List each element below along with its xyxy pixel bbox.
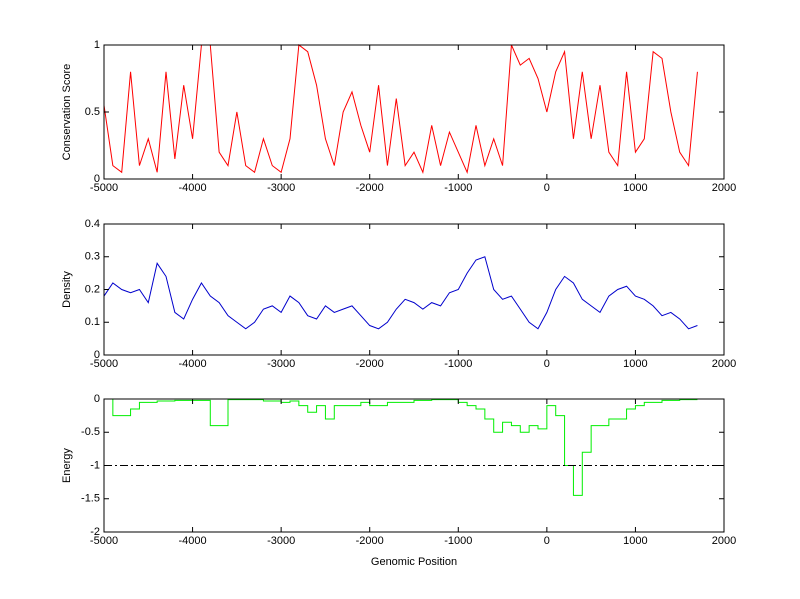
x-tick-label: 2000 bbox=[712, 535, 736, 547]
y-tick-label: -2 bbox=[90, 526, 100, 538]
x-tick-label: -1000 bbox=[444, 358, 472, 370]
x-tick-label: -1000 bbox=[444, 182, 472, 194]
axes-background bbox=[104, 45, 724, 179]
x-tick-label: -3000 bbox=[267, 358, 295, 370]
y-tick-label: 0.4 bbox=[85, 218, 100, 230]
x-tick-label: -4000 bbox=[179, 535, 207, 547]
axes-background bbox=[104, 224, 724, 355]
x-tick-label: -5000 bbox=[90, 358, 118, 370]
x-tick-label: 2000 bbox=[712, 182, 736, 194]
data-line bbox=[104, 398, 698, 496]
x-tick-label: -1000 bbox=[444, 535, 472, 547]
x-tick-label: 2000 bbox=[712, 358, 736, 370]
y-tick-label: -1.5 bbox=[81, 493, 100, 505]
x-tick-label: 1000 bbox=[623, 535, 647, 547]
y-tick-label: 0.3 bbox=[85, 251, 100, 263]
x-tick-label: -3000 bbox=[267, 535, 295, 547]
x-tick-label: -3000 bbox=[267, 182, 295, 194]
y-tick-label: 1 bbox=[94, 39, 100, 51]
x-tick-label: -5000 bbox=[90, 182, 118, 194]
y-tick-label: 0 bbox=[94, 393, 100, 405]
x-tick-label: 0 bbox=[544, 358, 550, 370]
data-line bbox=[103, 256, 698, 330]
x-tick-label: 0 bbox=[544, 535, 550, 547]
x-tick-label: 0 bbox=[544, 182, 550, 194]
x-tick-label: -2000 bbox=[356, 358, 384, 370]
x-tick-label: -4000 bbox=[179, 358, 207, 370]
y-tick-label: 0.5 bbox=[85, 106, 100, 118]
y-tick-label: 0 bbox=[94, 349, 100, 361]
y-tick-label: -1 bbox=[90, 459, 100, 471]
x-tick-label: 1000 bbox=[623, 358, 647, 370]
y-tick-label: 0.2 bbox=[85, 283, 100, 295]
y-tick-label: -0.5 bbox=[81, 426, 100, 438]
x-tick-label: -2000 bbox=[356, 182, 384, 194]
x-tick-label: -5000 bbox=[90, 535, 118, 547]
x-axis-label: Genomic Position bbox=[371, 556, 457, 568]
y-tick-label: 0 bbox=[94, 173, 100, 185]
x-tick-label: -4000 bbox=[179, 182, 207, 194]
y-axis-label: Energy bbox=[61, 448, 73, 483]
x-tick-label: -2000 bbox=[356, 535, 384, 547]
x-tick-label: 1000 bbox=[623, 182, 647, 194]
y-tick-label: 0.1 bbox=[85, 316, 100, 328]
y-axis-label: Density bbox=[61, 271, 73, 308]
y-axis-label: Conservation Score bbox=[61, 64, 73, 161]
